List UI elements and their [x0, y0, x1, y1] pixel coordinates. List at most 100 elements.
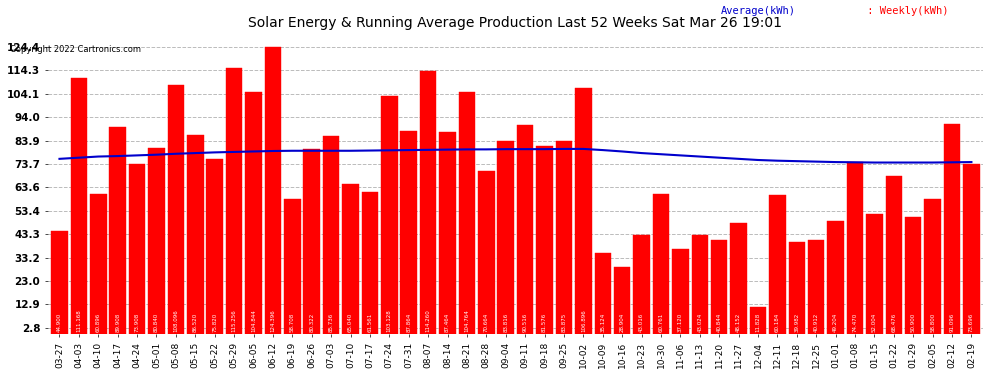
- Bar: [886, 176, 902, 334]
- Text: 73.696: 73.696: [969, 313, 974, 332]
- Text: 48.152: 48.152: [737, 313, 742, 332]
- Text: 106.896: 106.896: [581, 309, 586, 332]
- Text: 60.184: 60.184: [775, 313, 780, 332]
- Bar: [110, 127, 126, 334]
- Bar: [555, 141, 572, 334]
- Text: 83.816: 83.816: [503, 313, 508, 332]
- Text: 90.516: 90.516: [523, 313, 528, 332]
- Text: 104.764: 104.764: [464, 309, 469, 332]
- Text: 80.322: 80.322: [309, 313, 314, 332]
- Text: 44.900: 44.900: [57, 313, 62, 332]
- Bar: [575, 88, 592, 334]
- Bar: [343, 184, 358, 334]
- Bar: [51, 231, 67, 334]
- Bar: [420, 70, 437, 334]
- Bar: [284, 199, 301, 334]
- Text: 35.124: 35.124: [600, 313, 605, 332]
- Text: 89.908: 89.908: [115, 313, 120, 332]
- Text: 80.840: 80.840: [154, 313, 159, 332]
- Text: 39.982: 39.982: [794, 313, 799, 332]
- Title: Solar Energy & Running Average Production Last 52 Weeks Sat Mar 26 19:01: Solar Energy & Running Average Productio…: [248, 16, 782, 30]
- Text: 91.096: 91.096: [949, 313, 954, 332]
- Text: 103.128: 103.128: [387, 309, 392, 332]
- Text: 87.864: 87.864: [406, 313, 411, 332]
- Text: 37.120: 37.120: [678, 313, 683, 332]
- Bar: [264, 47, 281, 334]
- Text: 40.844: 40.844: [717, 313, 722, 332]
- Text: 60.761: 60.761: [658, 313, 663, 332]
- Bar: [207, 159, 223, 334]
- Bar: [517, 125, 534, 334]
- Bar: [731, 223, 746, 334]
- Bar: [90, 194, 107, 334]
- Bar: [381, 96, 398, 334]
- Text: 68.476: 68.476: [891, 313, 896, 332]
- Text: 11.828: 11.828: [755, 313, 760, 332]
- Text: 50.900: 50.900: [911, 313, 916, 332]
- Bar: [963, 164, 980, 334]
- Text: Average(kWh): Average(kWh): [721, 6, 796, 16]
- Bar: [672, 249, 689, 334]
- Text: 52.004: 52.004: [872, 313, 877, 332]
- Text: 114.260: 114.260: [426, 309, 431, 332]
- Bar: [246, 92, 261, 334]
- Text: 74.470: 74.470: [852, 313, 857, 332]
- Text: 83.875: 83.875: [561, 313, 566, 332]
- Text: 108.096: 108.096: [173, 309, 178, 332]
- Bar: [478, 171, 495, 334]
- Bar: [304, 149, 320, 334]
- Bar: [614, 267, 631, 334]
- Text: 115.256: 115.256: [232, 309, 237, 332]
- Bar: [943, 124, 960, 334]
- Bar: [652, 194, 669, 334]
- Text: 86.520: 86.520: [193, 313, 198, 332]
- Bar: [440, 132, 455, 334]
- Text: 104.844: 104.844: [251, 309, 256, 332]
- Text: 75.820: 75.820: [212, 313, 217, 332]
- Bar: [846, 162, 863, 334]
- Bar: [595, 253, 611, 334]
- Text: Copyright 2022 Cartronics.com: Copyright 2022 Cartronics.com: [10, 45, 141, 54]
- Bar: [401, 132, 417, 334]
- Text: 61.561: 61.561: [367, 313, 372, 332]
- Text: 124.396: 124.396: [270, 309, 275, 332]
- Bar: [537, 146, 552, 334]
- Bar: [925, 198, 940, 334]
- Text: 65.040: 65.040: [348, 313, 353, 332]
- Bar: [692, 235, 708, 334]
- Bar: [498, 141, 514, 334]
- Bar: [634, 235, 649, 334]
- Text: 111.168: 111.168: [76, 309, 81, 332]
- Text: 85.736: 85.736: [329, 313, 334, 332]
- Bar: [789, 242, 805, 334]
- Bar: [866, 214, 883, 334]
- Bar: [749, 307, 766, 334]
- Text: 73.908: 73.908: [135, 313, 140, 332]
- Bar: [769, 195, 786, 334]
- Bar: [808, 240, 825, 334]
- Bar: [711, 240, 728, 334]
- Text: 58.800: 58.800: [931, 313, 936, 332]
- Text: 28.904: 28.904: [620, 313, 625, 332]
- Bar: [905, 217, 922, 334]
- Text: 60.896: 60.896: [96, 313, 101, 332]
- Text: 43.016: 43.016: [640, 313, 644, 332]
- Text: 40.912: 40.912: [814, 313, 819, 332]
- Text: : Weekly(kWh): : Weekly(kWh): [861, 6, 949, 16]
- Bar: [129, 164, 146, 334]
- Bar: [323, 136, 340, 334]
- Text: 43.024: 43.024: [697, 313, 702, 332]
- Bar: [361, 192, 378, 334]
- Text: 49.204: 49.204: [834, 313, 839, 332]
- Bar: [828, 220, 843, 334]
- Bar: [70, 78, 87, 334]
- Text: 81.576: 81.576: [543, 313, 547, 332]
- Text: 87.464: 87.464: [446, 313, 450, 332]
- Text: 70.664: 70.664: [484, 313, 489, 332]
- Bar: [167, 85, 184, 334]
- Bar: [458, 93, 475, 334]
- Bar: [226, 68, 243, 334]
- Text: 58.708: 58.708: [290, 313, 295, 332]
- Bar: [148, 148, 164, 334]
- Bar: [187, 135, 204, 334]
